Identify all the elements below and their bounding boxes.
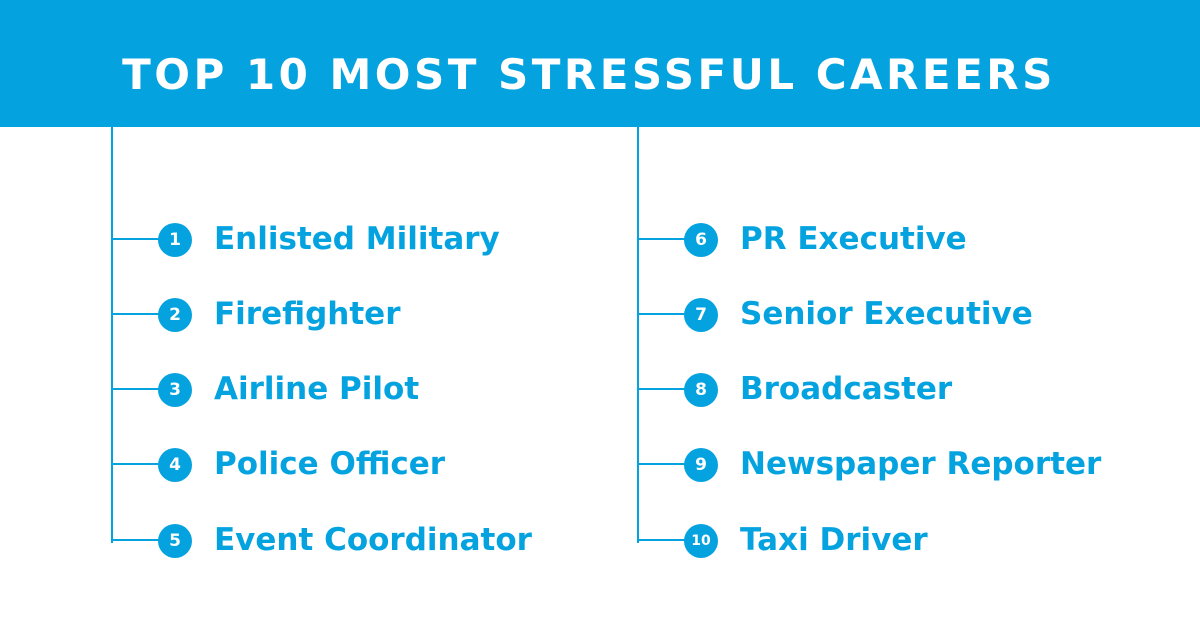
rank-badge: 10 <box>684 524 718 558</box>
career-name: Broadcaster <box>740 371 953 407</box>
rank-badge: 3 <box>158 373 192 407</box>
page-title: TOP 10 MOST STRESSFUL CAREERS <box>122 50 1056 99</box>
career-item-7: 7 Senior Executive <box>526 294 1086 334</box>
rank-badge: 9 <box>684 448 718 482</box>
career-item-3: 3 Airline Pilot <box>0 369 560 409</box>
career-item-9: 9 Newspaper Reporter <box>526 444 1101 484</box>
connector-line <box>111 313 163 315</box>
connector-line <box>637 539 689 541</box>
rank-badge: 1 <box>158 223 192 257</box>
connector-line <box>111 539 163 541</box>
career-name: Airline Pilot <box>214 371 420 407</box>
career-item-6: 6 PR Executive <box>526 219 1086 259</box>
rank-badge: 4 <box>158 448 192 482</box>
career-name: Event Coordinator <box>214 522 532 558</box>
career-item-8: 8 Broadcaster <box>526 369 1086 409</box>
career-item-4: 4 Police Officer <box>0 444 560 484</box>
career-item-5: 5 Event Coordinator <box>0 520 560 560</box>
career-item-1: 1 Enlisted Military <box>0 219 560 259</box>
rank-badge: 2 <box>158 298 192 332</box>
career-name: PR Executive <box>740 221 967 257</box>
connector-line <box>637 388 689 390</box>
connector-line <box>111 463 163 465</box>
career-list-left: 1 Enlisted Military 2 Firefighter 3 Airl… <box>0 0 560 630</box>
rank-badge: 8 <box>684 373 718 407</box>
career-item-10: 10 Taxi Driver <box>526 520 1086 560</box>
tree-spine-left <box>111 127 113 543</box>
career-name: Firefighter <box>214 296 401 332</box>
career-name: Senior Executive <box>740 296 1033 332</box>
connector-line <box>637 463 689 465</box>
connector-line <box>111 388 163 390</box>
career-name: Newspaper Reporter <box>740 446 1102 482</box>
career-name: Police Officer <box>214 446 446 482</box>
title-banner: TOP 10 MOST STRESSFUL CAREERS <box>0 0 1200 127</box>
connector-line <box>637 238 689 240</box>
tree-spine-right <box>637 127 639 543</box>
connector-line <box>111 238 163 240</box>
career-name: Enlisted Military <box>214 221 500 257</box>
career-list-right: 6 PR Executive 7 Senior Executive 8 Broa… <box>526 0 1101 630</box>
connector-line <box>637 313 689 315</box>
rank-badge: 6 <box>684 223 718 257</box>
career-name: Taxi Driver <box>740 522 928 558</box>
career-item-2: 2 Firefighter <box>0 294 560 334</box>
rank-badge: 7 <box>684 298 718 332</box>
rank-badge: 5 <box>158 524 192 558</box>
